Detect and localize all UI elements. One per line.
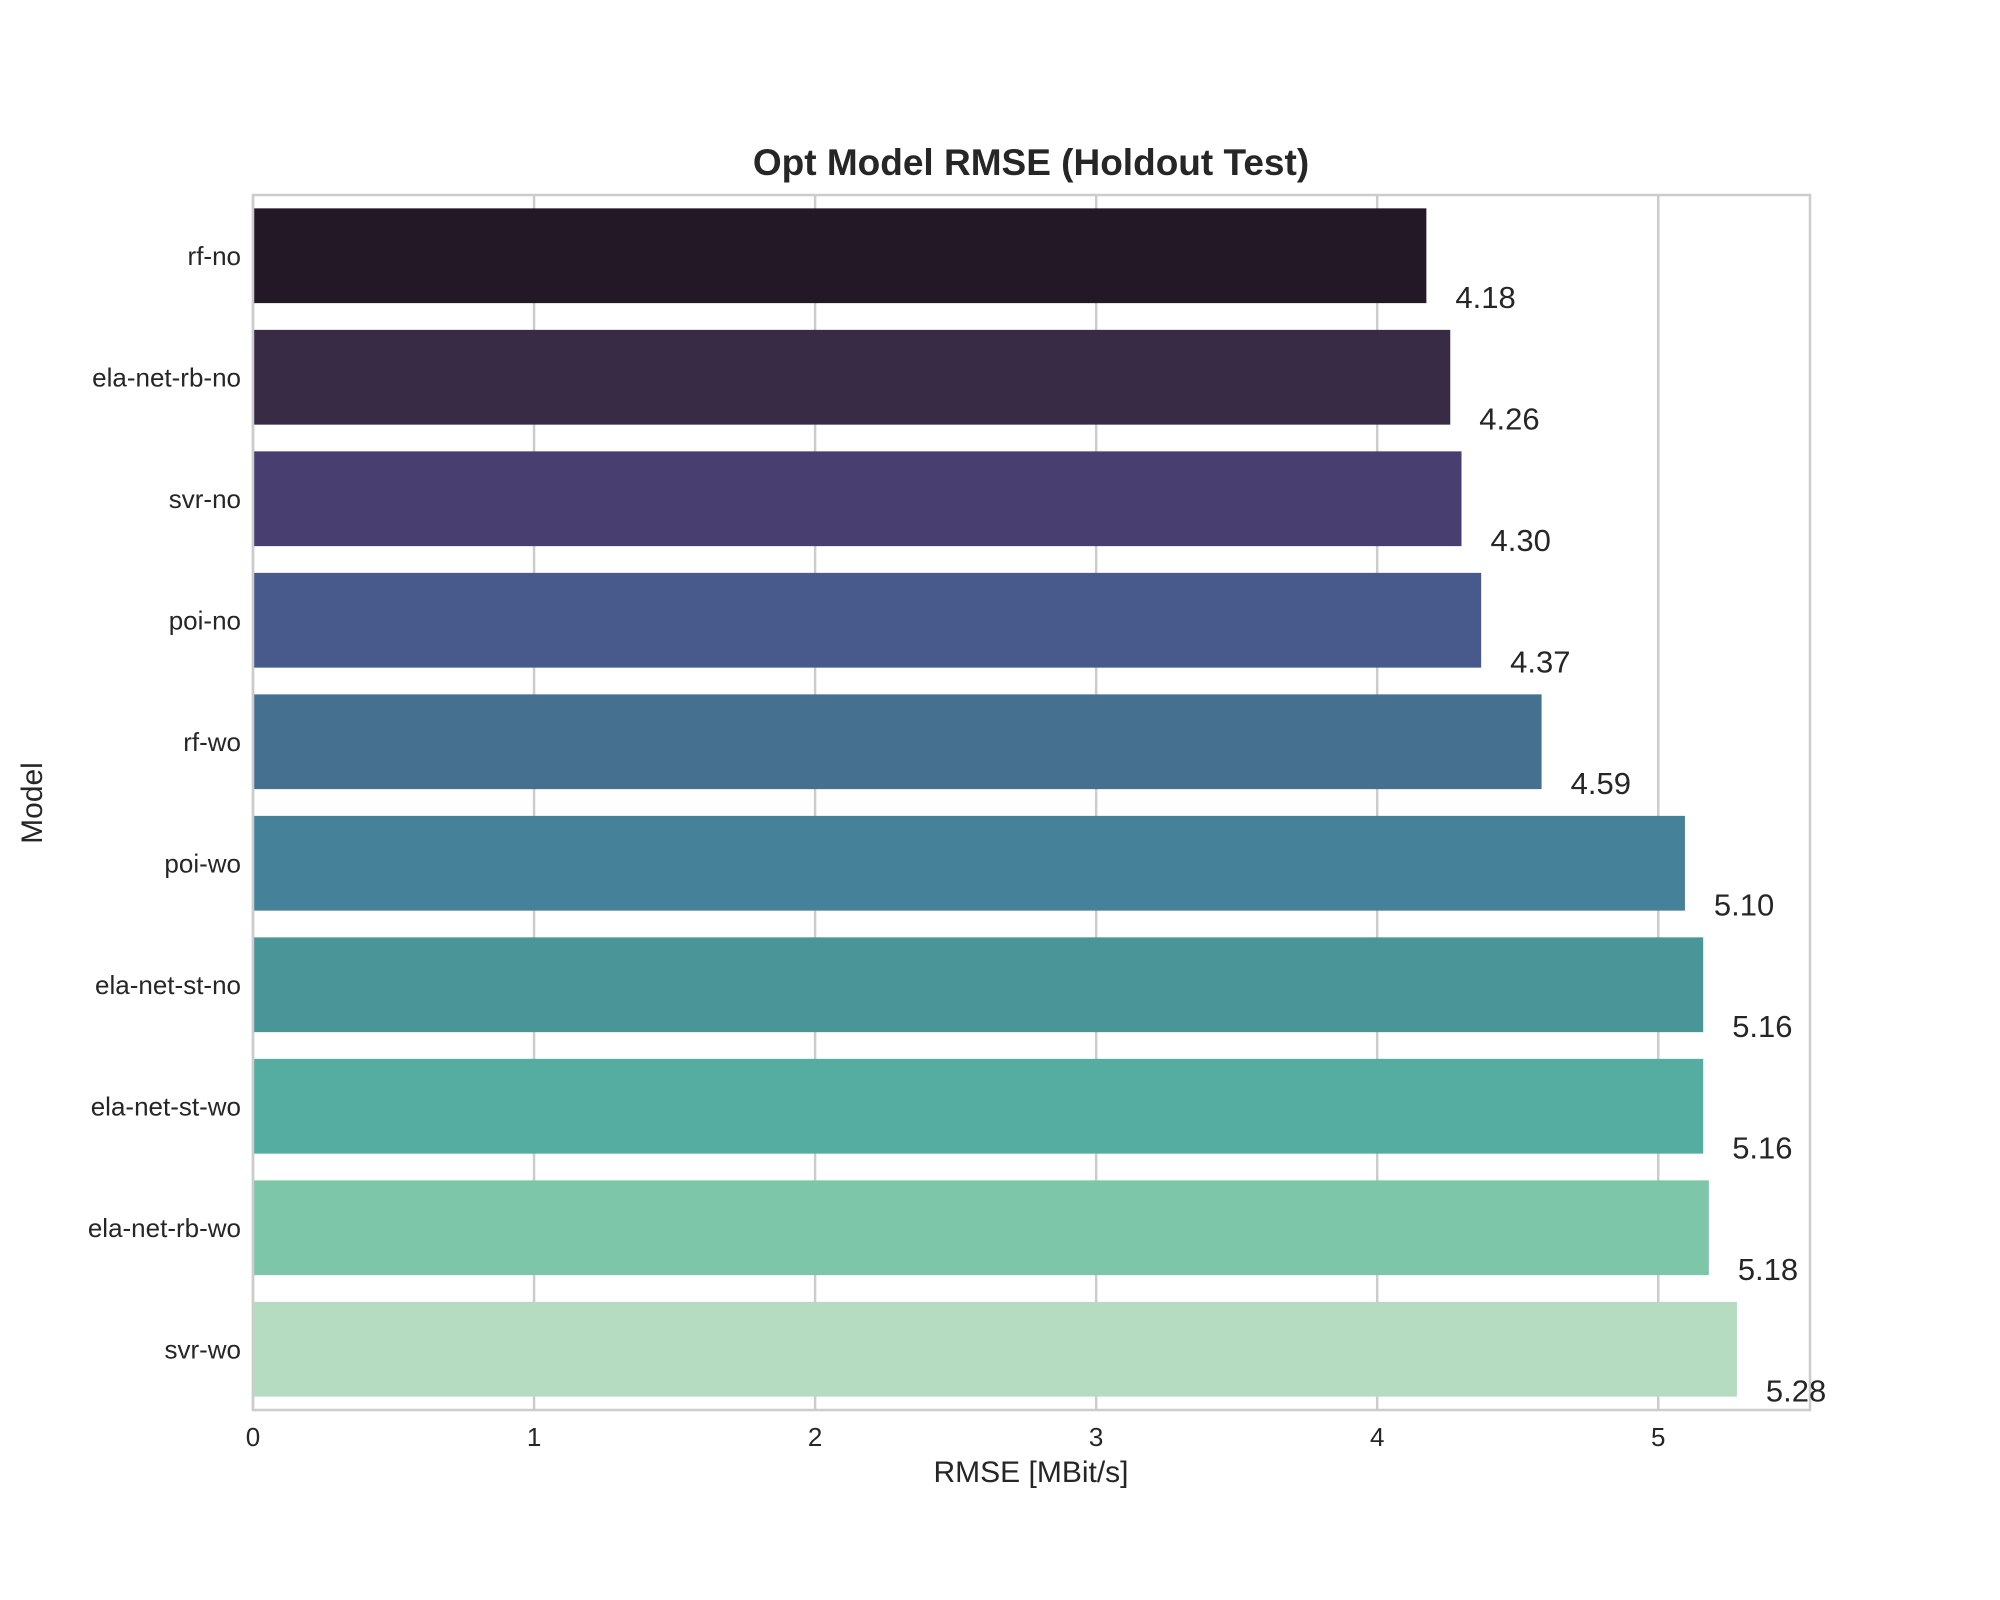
x-tick-label: 2: [808, 1422, 822, 1452]
bar-poi-no: [253, 572, 1482, 668]
bar-rf-no: [253, 208, 1427, 304]
bar-ela-net-st-wo: [253, 1058, 1704, 1154]
data-label: 4.30: [1491, 523, 1551, 558]
x-tick-label: 1: [527, 1422, 541, 1452]
data-label: 4.37: [1510, 645, 1570, 680]
bar-rf-wo: [253, 694, 1542, 790]
x-tick-label: 4: [1370, 1422, 1384, 1452]
x-tick-label: 3: [1089, 1422, 1103, 1452]
y-tick-label: rf-wo: [183, 727, 241, 757]
plot-frame: [251, 193, 1812, 1412]
y-tick-label: ela-net-rb-no: [92, 362, 241, 392]
y-tick-label: svr-no: [169, 484, 241, 514]
bars: [253, 208, 1737, 1397]
y-tick-label: svr-wo: [164, 1334, 241, 1364]
y-tick-label: ela-net-st-no: [95, 970, 241, 1000]
y-tick-label: rf-no: [188, 241, 241, 271]
x-axis-label: RMSE [MBit/s]: [933, 1456, 1128, 1489]
y-tick-label: poi-wo: [164, 848, 241, 878]
data-label: 5.18: [1738, 1252, 1798, 1287]
bar-ela-net-st-no: [253, 937, 1704, 1033]
data-label: 5.28: [1766, 1374, 1826, 1409]
bar-svr-wo: [253, 1301, 1737, 1397]
data-label: 4.59: [1571, 766, 1631, 801]
x-tick-label: 5: [1651, 1422, 1665, 1452]
data-label: 4.18: [1455, 280, 1515, 315]
data-label: 5.16: [1732, 1009, 1792, 1044]
x-tick-labels: 0 1 2 3 4 5: [246, 1422, 1666, 1452]
y-tick-label: poi-no: [169, 605, 241, 635]
bar-poi-wo: [253, 815, 1685, 911]
y-tick-label: ela-net-st-wo: [91, 1091, 241, 1121]
bar-ela-net-rb-no: [253, 329, 1451, 425]
y-axis-label: Model: [16, 762, 49, 844]
chart-title: Opt Model RMSE (Holdout Test): [753, 142, 1309, 183]
data-label: 5.16: [1732, 1131, 1792, 1166]
y-tick-labels: rf-no ela-net-rb-no svr-no poi-no rf-wo poi-w…: [88, 241, 241, 1365]
y-tick-label: ela-net-rb-wo: [88, 1213, 241, 1243]
data-labels: 4.18 4.26 4.30 4.37 4.59 5.10 5.16 5.16 5.18 5.28: [1455, 280, 1826, 1409]
data-label: 5.10: [1714, 888, 1774, 923]
bar-svr-no: [253, 451, 1462, 547]
data-label: 4.26: [1479, 402, 1539, 437]
bar-ela-net-rb-wo: [253, 1180, 1709, 1276]
x-tick-label: 0: [246, 1422, 260, 1452]
